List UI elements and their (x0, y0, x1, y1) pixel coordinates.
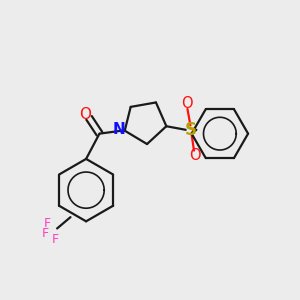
Text: F: F (42, 227, 49, 240)
Text: F: F (44, 217, 51, 230)
Text: O: O (181, 96, 193, 111)
Text: O: O (79, 107, 91, 122)
Text: F: F (52, 233, 59, 246)
Text: O: O (189, 148, 200, 164)
Text: S: S (185, 121, 197, 139)
Text: N: N (113, 122, 126, 137)
